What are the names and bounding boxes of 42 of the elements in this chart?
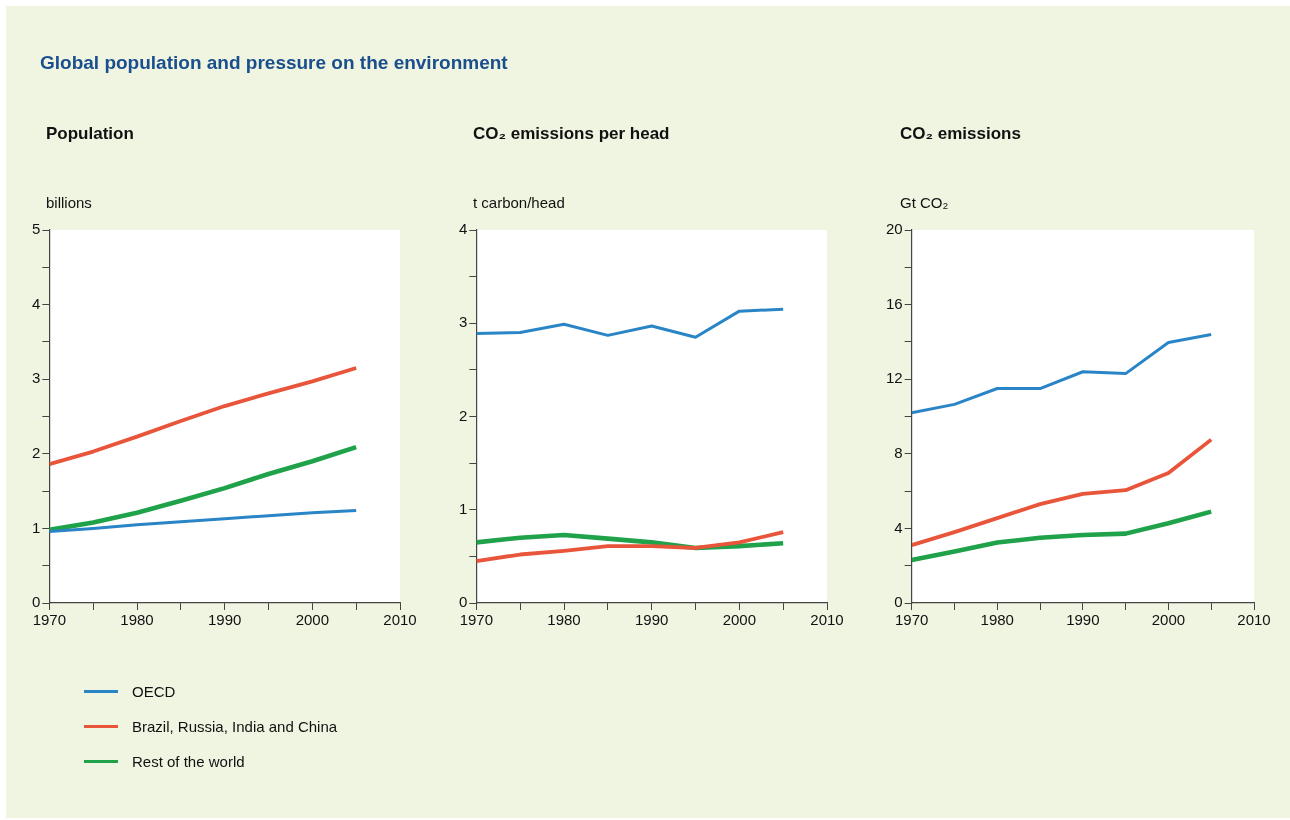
x-tick-label: 1990 [207, 611, 242, 629]
legend-label: Brazil, Russia, India and China [132, 718, 338, 735]
x-tick-label: 2000 [1151, 611, 1186, 629]
chart-subtitle: Population [46, 124, 134, 144]
legend-label: Rest of the world [132, 753, 245, 770]
chart-title: Global population and pressure on the environment [40, 52, 508, 74]
y-tick-label: 2 [459, 406, 468, 424]
y-tick-label: 5 [32, 220, 41, 238]
x-tick-label: 1990 [634, 611, 669, 629]
y-tick-label: 1 [459, 499, 468, 517]
x-tick-label: 1970 [32, 611, 67, 629]
y-axis-title: Gt CO₂ [900, 194, 949, 211]
y-tick-label: 8 [894, 443, 903, 461]
x-tick-label: 1970 [895, 611, 929, 629]
x-tick-label: 1990 [1066, 611, 1100, 629]
y-axis-title: billions [46, 194, 92, 211]
x-tick-label: 2010 [1237, 611, 1271, 629]
y-tick-label: 3 [459, 313, 468, 331]
chart-title: CO₂ emissions per head [473, 124, 670, 144]
y-tick-label: 4 [894, 518, 903, 536]
y-tick-label: 20 [886, 220, 903, 238]
x-tick-label: 2010 [383, 611, 417, 629]
y-tick-label: 0 [32, 593, 41, 611]
y-tick-label: 12 [886, 369, 903, 387]
x-tick-label: 2000 [295, 611, 330, 629]
x-tick-label: 2010 [810, 611, 844, 629]
x-tick-label: 2000 [722, 611, 757, 629]
y-tick-label: 3 [32, 369, 41, 387]
x-tick-label: 1980 [547, 611, 581, 629]
y-tick-label: 1 [32, 518, 41, 536]
x-tick-label: 1970 [459, 611, 494, 629]
y-tick-label: 4 [459, 220, 468, 238]
chart-title: CO₂ emissions [900, 124, 1021, 144]
y-tick-label: 2 [32, 443, 41, 461]
x-tick-label: 1980 [980, 611, 1014, 629]
y-axis-title: t carbon/head [473, 194, 565, 211]
y-tick-label: 16 [886, 294, 903, 312]
y-tick-label: 4 [32, 294, 41, 312]
y-tick-label: 0 [894, 593, 903, 611]
legend-label: OECD [132, 683, 176, 700]
y-tick-label: 0 [459, 593, 468, 611]
x-tick-label: 1980 [120, 611, 154, 629]
